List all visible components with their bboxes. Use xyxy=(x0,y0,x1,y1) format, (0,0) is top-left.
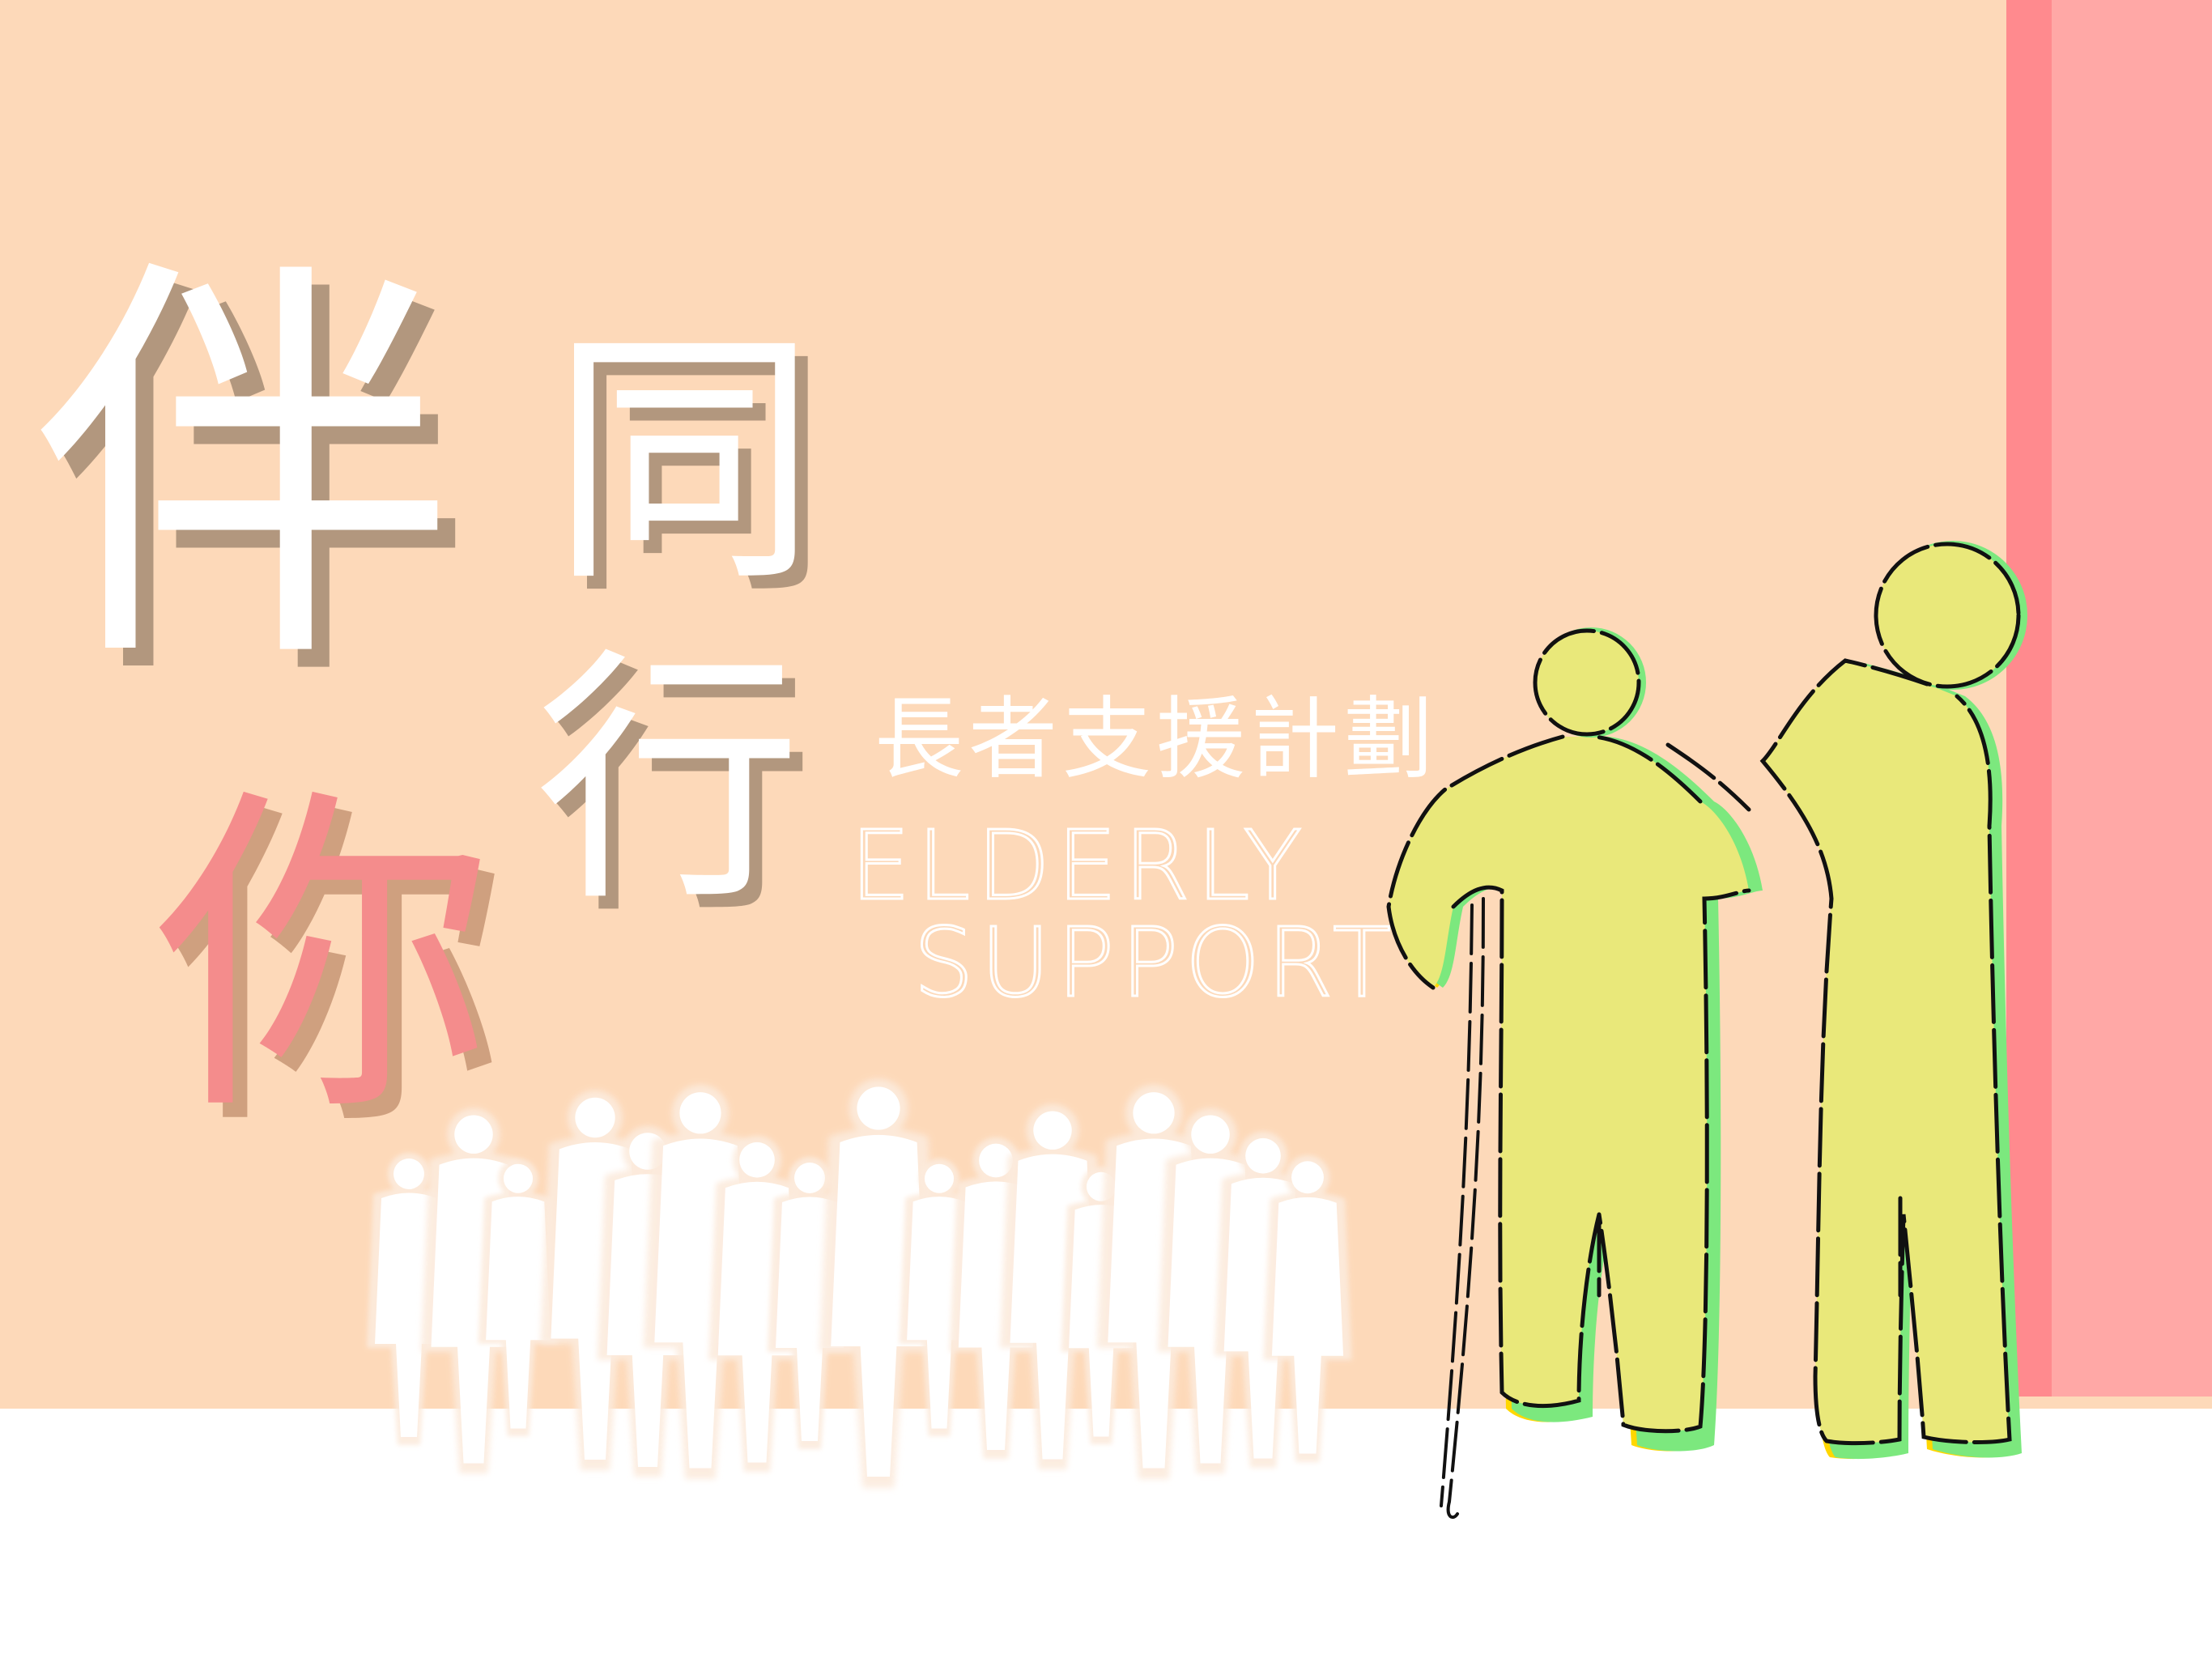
title-char-1: 伴 伴 xyxy=(32,259,471,698)
subtitle-chinese: 長者支援計劃 xyxy=(874,687,1438,791)
title-char-3: 行 行 xyxy=(534,648,815,928)
title-char-4-shadow: 你 xyxy=(168,776,508,1171)
title-char-2: 同 同 xyxy=(551,328,831,608)
pillar-light-panel xyxy=(2052,0,2212,1397)
crowd-person xyxy=(478,1158,559,1436)
crowd-person xyxy=(1263,1154,1352,1462)
pillar-dark-stripe xyxy=(2006,0,2052,1397)
crowd-group xyxy=(367,1078,1352,1488)
title-char-2-face: 同 xyxy=(551,306,818,617)
taller-person-figure xyxy=(1759,541,2027,1460)
title-char-1-face: 伴 xyxy=(32,224,453,715)
subtitle-english-line-2: SUPPORT xyxy=(912,907,1397,1018)
title-char-3-face: 行 xyxy=(534,626,802,937)
subtitle-english-line-1: ELDERLY xyxy=(849,810,1308,921)
walking-cane-icon xyxy=(1440,897,1485,1520)
title-char-4-face: 你 xyxy=(154,761,494,1157)
title-char-1-shadow: 伴 xyxy=(50,242,471,733)
title-char-2-shadow: 同 xyxy=(564,319,831,630)
title-char-3-shadow: 行 xyxy=(547,639,815,950)
title-char-4-accent: 你 你 xyxy=(154,789,508,1144)
shorter-person-figure xyxy=(1386,627,1763,1452)
